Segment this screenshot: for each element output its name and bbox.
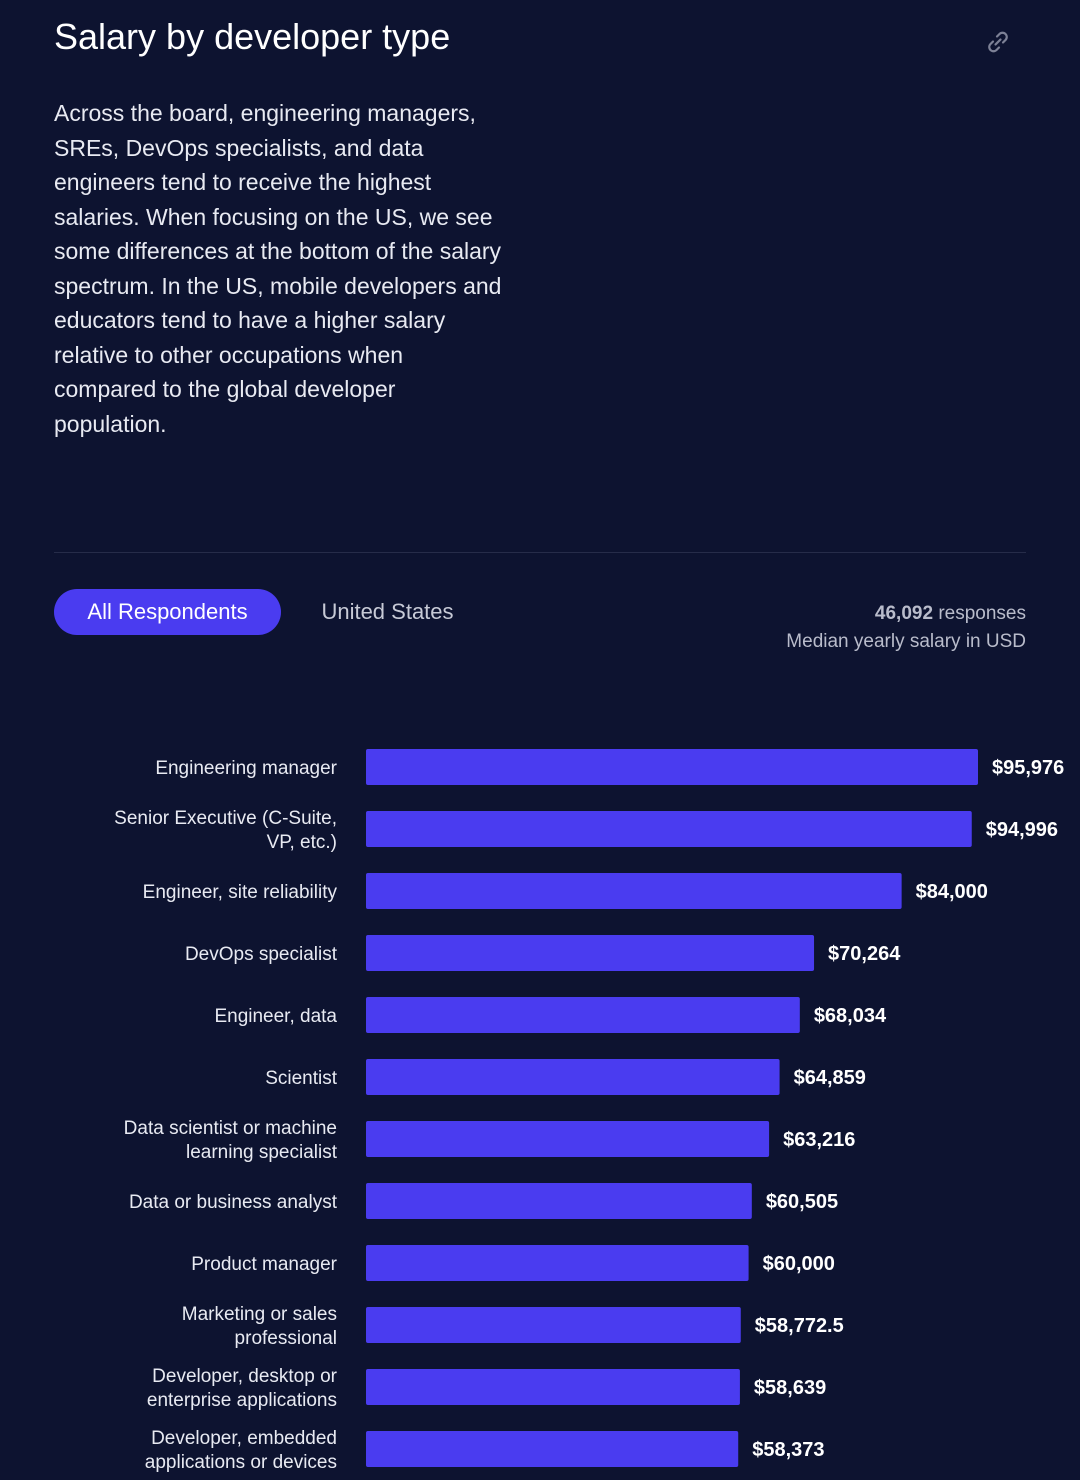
category-label: Senior Executive (C-Suite, — [114, 808, 337, 829]
bar-value-label: $60,505 — [766, 1191, 838, 1213]
category-label: Engineer, data — [214, 1006, 337, 1027]
tab-united-states[interactable]: United States — [300, 589, 475, 635]
category-label: Engineering manager — [155, 758, 337, 779]
bar-value-label: $84,000 — [916, 881, 988, 903]
category-label: enterprise applications — [147, 1390, 337, 1411]
bar-0 — [366, 749, 978, 785]
bar-2 — [366, 873, 902, 909]
category-label: professional — [235, 1328, 337, 1349]
section-divider — [54, 552, 1026, 553]
bar-7 — [366, 1183, 752, 1219]
category-label: Data scientist or machine — [124, 1118, 337, 1139]
bar-4 — [366, 997, 800, 1033]
bar-8 — [366, 1245, 749, 1281]
category-label: Engineer, site reliability — [143, 882, 338, 903]
chart-meta: 46,092 responses Median yearly salary in… — [786, 600, 1026, 656]
bar-11 — [366, 1431, 739, 1467]
link-icon-glyph — [988, 31, 1008, 53]
bar-value-label: $58,373 — [752, 1439, 824, 1461]
category-label: Marketing or sales — [182, 1304, 337, 1325]
page-title: Salary by developer type — [54, 16, 451, 57]
bar-1 — [366, 811, 972, 847]
bar-6 — [366, 1121, 770, 1157]
bar-value-label: $68,034 — [814, 1005, 887, 1027]
category-label: Product manager — [191, 1254, 337, 1275]
salary-bar-chart: $95,976 Engineering manager $94,996 Senior … — [114, 749, 1064, 1473]
responses-line: 46,092 responses — [786, 600, 1026, 628]
link-icon[interactable] — [984, 28, 1012, 56]
bar-value-label: $58,639 — [754, 1377, 826, 1399]
bar-value-label: $58,772.5 — [755, 1315, 844, 1337]
tab-all-respondents[interactable]: All Respondents — [54, 589, 281, 635]
category-label: applications or devices — [145, 1452, 337, 1473]
category-label: Developer, desktop or — [152, 1366, 338, 1387]
description-text: Across the board, engineering managers, … — [54, 100, 502, 437]
category-label: DevOps specialist — [185, 944, 338, 965]
chart-subtitle: Median yearly salary in USD — [786, 631, 1026, 652]
bar-3 — [366, 935, 815, 971]
bar-value-label: $60,000 — [763, 1253, 835, 1275]
bar-10 — [366, 1369, 740, 1405]
bar-value-label: $95,976 — [992, 757, 1064, 779]
category-label: VP, etc.) — [267, 832, 337, 853]
bar-value-label: $70,264 — [828, 943, 901, 965]
category-label: Developer, embedded — [151, 1428, 337, 1449]
bar-value-label: $64,859 — [794, 1067, 866, 1089]
responses-word: responses — [938, 603, 1026, 624]
bar-5 — [366, 1059, 780, 1095]
category-label: Data or business analyst — [129, 1192, 338, 1213]
category-label: Scientist — [265, 1068, 338, 1089]
bar-9 — [366, 1307, 741, 1343]
bar-value-label: $94,996 — [986, 819, 1058, 841]
bar-value-label: $63,216 — [783, 1129, 855, 1151]
category-label: learning specialist — [186, 1142, 338, 1163]
responses-count: 46,092 — [874, 603, 934, 624]
